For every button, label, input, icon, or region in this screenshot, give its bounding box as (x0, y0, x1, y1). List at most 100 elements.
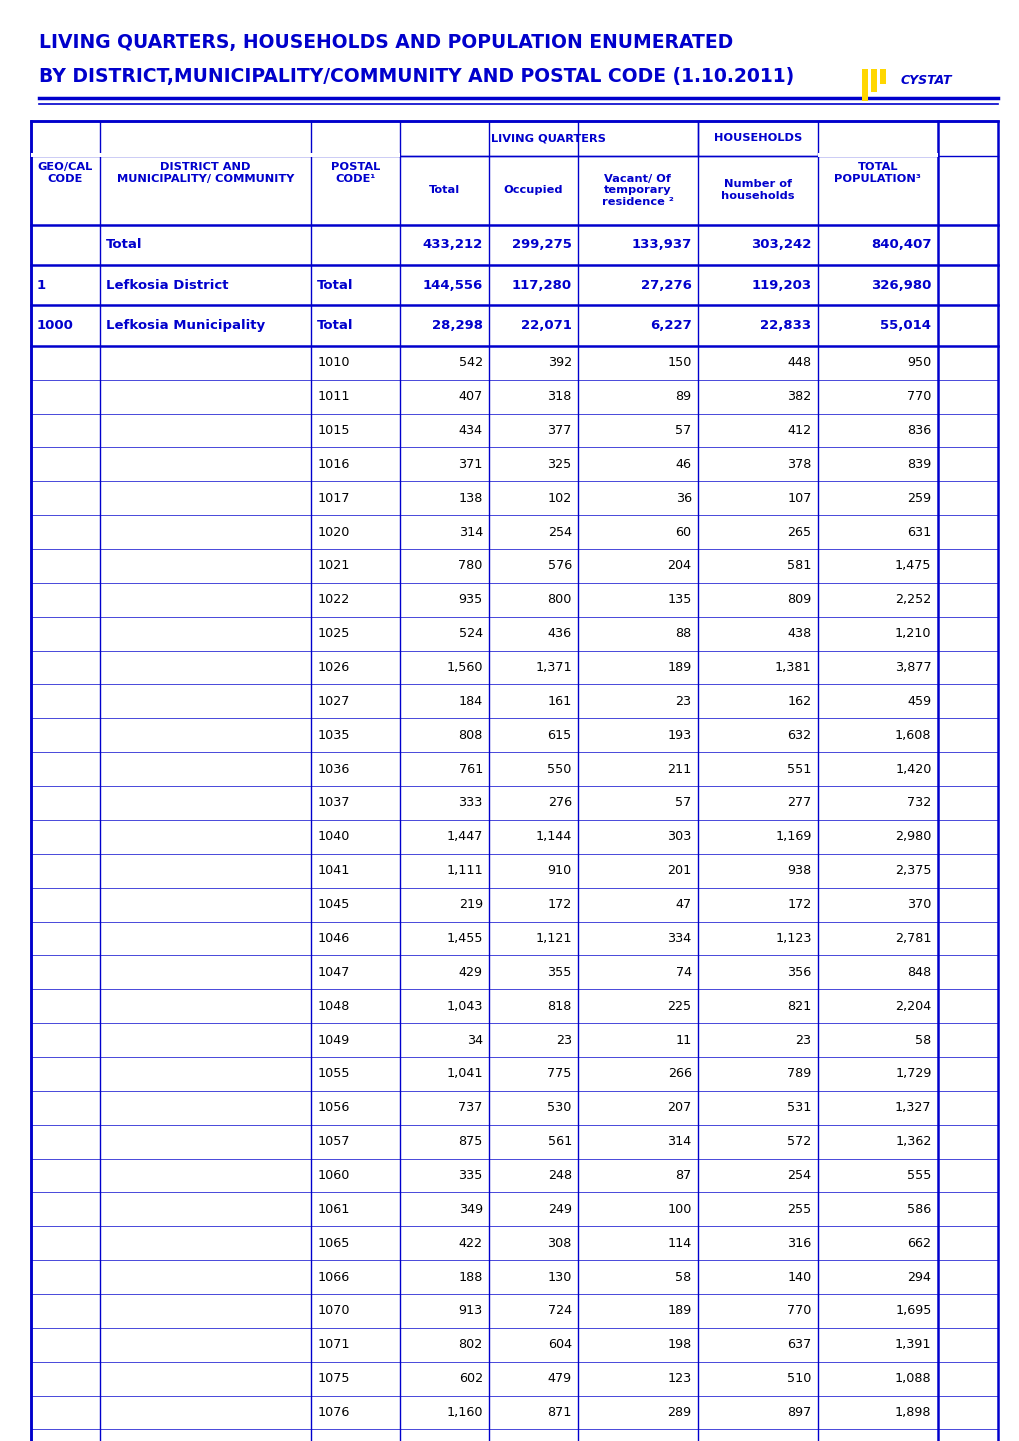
Text: 871: 871 (547, 1406, 572, 1419)
Text: 335: 335 (458, 1169, 482, 1182)
Text: 6,227: 6,227 (649, 318, 691, 333)
Text: 1036: 1036 (317, 762, 350, 775)
Text: 207: 207 (666, 1101, 691, 1114)
Text: 89: 89 (675, 391, 691, 403)
Text: 2,980: 2,980 (895, 830, 930, 843)
Text: 780: 780 (458, 559, 482, 572)
Text: 55,014: 55,014 (879, 318, 930, 333)
Text: 1045: 1045 (317, 898, 350, 911)
Text: 1,144: 1,144 (535, 830, 572, 843)
Text: Lefkosia Municipality: Lefkosia Municipality (106, 318, 265, 333)
Text: Total: Total (106, 238, 143, 252)
Text: 138: 138 (458, 491, 482, 504)
Text: 1,447: 1,447 (446, 830, 482, 843)
Text: 47: 47 (675, 898, 691, 911)
Text: 1035: 1035 (317, 729, 350, 742)
Text: 1070: 1070 (317, 1304, 350, 1317)
Text: 662: 662 (907, 1236, 930, 1249)
Text: 299,275: 299,275 (512, 238, 572, 252)
Text: 555: 555 (906, 1169, 930, 1182)
Text: 1,327: 1,327 (894, 1101, 930, 1114)
Text: 737: 737 (458, 1101, 482, 1114)
Text: 1076: 1076 (317, 1406, 350, 1419)
Text: 1,210: 1,210 (894, 627, 930, 640)
Text: 248: 248 (547, 1169, 572, 1182)
Text: 1075: 1075 (317, 1372, 350, 1385)
Text: CYSTAT: CYSTAT (900, 73, 951, 88)
Text: 102: 102 (547, 491, 572, 504)
Text: 308: 308 (547, 1236, 572, 1249)
Text: 1025: 1025 (317, 627, 350, 640)
Text: 448: 448 (787, 356, 811, 369)
Text: 1047: 1047 (317, 965, 350, 978)
Text: Occupied: Occupied (503, 186, 562, 195)
Text: 436: 436 (547, 627, 572, 640)
Text: 22,071: 22,071 (521, 318, 572, 333)
Text: 60: 60 (675, 526, 691, 539)
Text: 1,560: 1,560 (446, 661, 482, 674)
Text: 524: 524 (459, 627, 482, 640)
Text: 1017: 1017 (317, 491, 350, 504)
Text: BY DISTRICT,MUNICIPALITY/COMMUNITY AND POSTAL CODE (1.10.2011): BY DISTRICT,MUNICIPALITY/COMMUNITY AND P… (39, 68, 793, 86)
Bar (870, 69, 876, 92)
Text: 303: 303 (666, 830, 691, 843)
Text: 438: 438 (787, 627, 811, 640)
Text: 1010: 1010 (317, 356, 350, 369)
Text: 433,212: 433,212 (422, 238, 482, 252)
Text: 1011: 1011 (317, 391, 350, 403)
Text: 1,608: 1,608 (894, 729, 930, 742)
Bar (879, 69, 886, 84)
Text: 34: 34 (467, 1033, 482, 1046)
Text: 637: 637 (787, 1339, 811, 1352)
Text: 1,898: 1,898 (894, 1406, 930, 1419)
Text: 724: 724 (547, 1304, 572, 1317)
Text: 1,420: 1,420 (895, 762, 930, 775)
Text: 161: 161 (547, 695, 572, 708)
Text: 1,041: 1,041 (446, 1068, 482, 1081)
Text: 193: 193 (666, 729, 691, 742)
Text: 770: 770 (787, 1304, 811, 1317)
Text: 23: 23 (795, 1033, 811, 1046)
Text: 836: 836 (906, 424, 930, 437)
Text: 1,455: 1,455 (446, 932, 482, 945)
Text: 349: 349 (459, 1203, 482, 1216)
Text: 265: 265 (787, 526, 811, 539)
Text: 809: 809 (787, 594, 811, 607)
Text: 266: 266 (667, 1068, 691, 1081)
Text: Vacant/ Of
temporary
residence ²: Vacant/ Of temporary residence ² (601, 173, 674, 208)
Text: 412: 412 (787, 424, 811, 437)
Text: 1,123: 1,123 (774, 932, 811, 945)
Text: 938: 938 (787, 865, 811, 878)
Text: 314: 314 (459, 526, 482, 539)
Text: 510: 510 (787, 1372, 811, 1385)
Bar (817, 153, 936, 157)
Text: 333: 333 (458, 797, 482, 810)
Text: 277: 277 (787, 797, 811, 810)
Text: 356: 356 (787, 965, 811, 978)
Text: 1,371: 1,371 (535, 661, 572, 674)
Text: 789: 789 (787, 1068, 811, 1081)
Text: Total: Total (317, 278, 354, 293)
Text: 377: 377 (547, 424, 572, 437)
Text: 28,298: 28,298 (431, 318, 482, 333)
Text: 189: 189 (666, 661, 691, 674)
Text: 802: 802 (459, 1339, 482, 1352)
Text: HOUSEHOLDS: HOUSEHOLDS (713, 134, 801, 143)
Text: 211: 211 (666, 762, 691, 775)
Text: 1,391: 1,391 (894, 1339, 930, 1352)
Text: 2,781: 2,781 (894, 932, 930, 945)
Text: 1048: 1048 (317, 1000, 350, 1013)
Text: 531: 531 (787, 1101, 811, 1114)
Text: 808: 808 (458, 729, 482, 742)
Text: 1,362: 1,362 (895, 1136, 930, 1148)
Text: 551: 551 (787, 762, 811, 775)
Text: 761: 761 (459, 762, 482, 775)
Text: 23: 23 (555, 1033, 572, 1046)
Text: 382: 382 (787, 391, 811, 403)
Text: 276: 276 (547, 797, 572, 810)
Text: 318: 318 (547, 391, 572, 403)
Text: 1,169: 1,169 (774, 830, 811, 843)
Text: 117,280: 117,280 (512, 278, 572, 293)
Text: 189: 189 (666, 1304, 691, 1317)
Text: 370: 370 (906, 898, 930, 911)
